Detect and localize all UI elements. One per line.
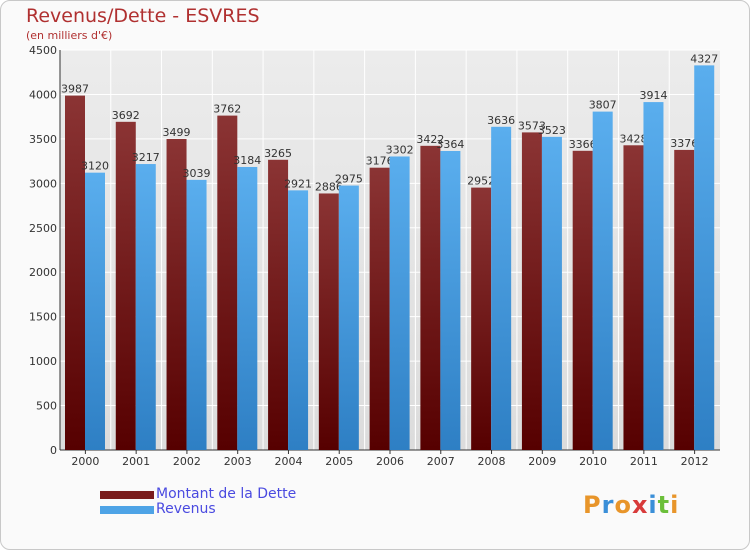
data-label-dette-2004: 3265 xyxy=(264,147,292,160)
x-tick-label: 2010 xyxy=(579,455,607,468)
data-label-dette-2010: 3366 xyxy=(569,138,597,151)
bar-dette-2004 xyxy=(268,159,289,450)
data-label-dette-2003: 3762 xyxy=(213,103,241,116)
data-label-revenus-2004: 2921 xyxy=(284,177,312,190)
data-label-revenus-2007: 3364 xyxy=(436,138,464,151)
data-label-revenus-2003: 3184 xyxy=(233,154,261,167)
bar-revenus-2011 xyxy=(643,102,664,450)
data-label-revenus-2000: 3120 xyxy=(81,160,109,173)
y-tick-label: 4000 xyxy=(29,88,57,101)
legend-label-dette: Montant de la Dette xyxy=(156,486,297,502)
bar-dette-2001 xyxy=(115,121,136,451)
bar-revenus-2005 xyxy=(338,185,359,451)
bar-revenus-2009 xyxy=(541,136,562,450)
y-tick-label: 3000 xyxy=(29,177,57,190)
bar-revenus-2007 xyxy=(440,150,461,450)
bar-dette-2011 xyxy=(623,145,644,451)
bar-dette-2000 xyxy=(65,95,85,450)
x-tick-label: 2011 xyxy=(630,455,658,468)
bar-dette-2012 xyxy=(674,149,695,450)
data-label-dette-2007: 3422 xyxy=(416,133,444,146)
bar-revenus-2002 xyxy=(186,179,207,450)
bar-dette-2006 xyxy=(369,167,390,450)
legend-item-dette: Montant de la Dette xyxy=(100,487,296,502)
bar-revenus-2004 xyxy=(288,190,309,450)
legend-label-revenus: Revenus xyxy=(156,501,216,517)
y-tick-label: 2500 xyxy=(29,222,57,235)
x-tick-label: 2003 xyxy=(224,455,252,468)
legend-swatch-revenus xyxy=(100,505,154,514)
bar-dette-2003 xyxy=(217,115,238,450)
data-label-dette-2012: 3376 xyxy=(670,137,698,150)
x-tick-label: 2012 xyxy=(681,455,709,468)
x-tick-label: 2002 xyxy=(173,455,201,468)
x-tick-label: 2006 xyxy=(376,455,404,468)
bar-revenus-2012 xyxy=(694,65,715,450)
data-label-dette-2011: 3428 xyxy=(619,132,647,145)
y-tick-label: 3500 xyxy=(29,133,57,146)
bar-revenus-2010 xyxy=(592,111,613,450)
y-tick-label: 4500 xyxy=(29,44,57,57)
bar-revenus-2006 xyxy=(389,156,410,450)
data-label-revenus-2005: 2975 xyxy=(335,173,363,186)
data-label-revenus-2002: 3039 xyxy=(183,167,211,180)
x-tick-label: 2004 xyxy=(274,455,302,468)
x-tick-label: 2008 xyxy=(478,455,506,468)
data-label-dette-2009: 3573 xyxy=(518,119,546,132)
bar-dette-2005 xyxy=(318,193,339,450)
data-label-dette-2006: 3176 xyxy=(366,155,394,168)
data-label-dette-2001: 3692 xyxy=(112,109,140,122)
bar-dette-2002 xyxy=(166,138,187,450)
data-label-revenus-2008: 3636 xyxy=(487,114,515,127)
chart-subtitle: (en milliers d'€) xyxy=(26,29,113,42)
bar-revenus-2003 xyxy=(237,166,258,450)
legend-swatch-dette xyxy=(100,490,154,499)
legend-item-revenus: Revenus xyxy=(100,502,296,517)
legend: Montant de la Dette Revenus xyxy=(100,487,296,517)
data-label-revenus-2011: 3914 xyxy=(639,89,667,102)
data-label-revenus-2001: 3217 xyxy=(132,151,160,164)
data-label-revenus-2006: 3302 xyxy=(386,143,414,156)
bar-dette-2010 xyxy=(572,150,593,451)
y-tick-label: 1000 xyxy=(29,355,57,368)
bar-dette-2008 xyxy=(471,187,492,450)
proxiti-logo: Proxiti xyxy=(583,491,680,519)
y-tick-label: 500 xyxy=(36,400,57,413)
data-label-dette-2008: 2952 xyxy=(467,175,495,188)
data-label-revenus-2009: 3523 xyxy=(538,124,566,137)
bar-revenus-2000 xyxy=(85,172,105,450)
x-tick-label: 2001 xyxy=(122,455,150,468)
x-tick-label: 2009 xyxy=(528,455,556,468)
bar-revenus-2008 xyxy=(491,126,512,451)
chart-title: Revenus/Dette - ESVRES xyxy=(26,5,260,27)
data-label-dette-2000: 3987 xyxy=(61,83,89,96)
x-tick-label: 2007 xyxy=(427,455,455,468)
y-tick-label: 2000 xyxy=(29,266,57,279)
data-label-dette-2002: 3499 xyxy=(163,126,191,139)
data-label-revenus-2010: 3807 xyxy=(589,99,617,112)
y-tick-label: 1500 xyxy=(29,311,57,324)
bar-dette-2009 xyxy=(521,132,542,450)
bar-revenus-2001 xyxy=(135,164,156,451)
bar-dette-2007 xyxy=(420,145,441,451)
x-tick-label: 2000 xyxy=(71,455,99,468)
data-label-revenus-2012: 4327 xyxy=(690,52,718,65)
data-label-dette-2005: 2886 xyxy=(315,180,343,193)
x-tick-label: 2005 xyxy=(325,455,353,468)
y-tick-label: 0 xyxy=(50,444,57,457)
